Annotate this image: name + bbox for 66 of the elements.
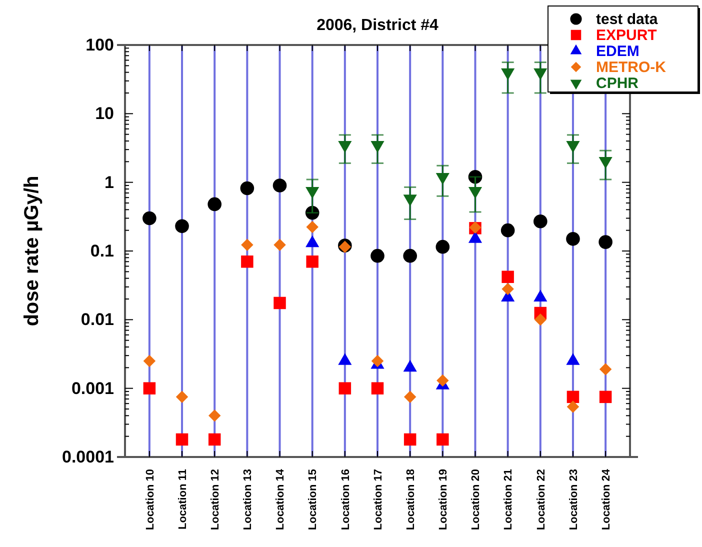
- point: [566, 400, 580, 413]
- point: [370, 248, 384, 263]
- point: [176, 390, 188, 404]
- legend-label: EXPURT: [596, 27, 657, 44]
- point: [566, 232, 580, 246]
- legend-label: EDEM: [596, 43, 640, 60]
- point: [274, 238, 286, 251]
- x-tick-label: Location 23: [568, 469, 580, 530]
- point: [502, 282, 514, 296]
- x-tick-label: Location 12: [209, 469, 222, 530]
- point: [533, 214, 548, 228]
- x-tick-label: Location 13: [242, 469, 254, 530]
- y-tick-label: 1: [104, 172, 114, 192]
- point: [598, 235, 612, 249]
- x-tick-label: Location 14: [274, 468, 287, 530]
- x-tick-label: Location 16: [340, 469, 352, 530]
- y-tick-label: 10: [95, 104, 114, 124]
- point: [404, 390, 416, 404]
- point: [599, 390, 612, 404]
- point: [208, 197, 222, 212]
- point: [306, 220, 318, 234]
- point: [208, 410, 221, 422]
- point: [306, 256, 318, 268]
- point: [208, 433, 221, 446]
- y-tick-label: 0.1: [90, 241, 114, 260]
- y-tick-label: 0.01: [80, 310, 114, 330]
- x-tick-label: Location 11: [176, 469, 189, 530]
- point: [436, 374, 449, 387]
- point: [599, 363, 612, 376]
- point: [241, 238, 254, 251]
- point: [142, 211, 156, 226]
- point: [272, 178, 287, 192]
- point: [143, 382, 156, 394]
- point: [175, 219, 189, 234]
- x-tick-label: Location 15: [307, 469, 320, 530]
- point: [534, 314, 547, 326]
- point: [371, 382, 384, 394]
- point: [338, 382, 352, 394]
- x-tick-label: Location 24: [600, 468, 612, 530]
- x-tick-label: Location 17: [372, 469, 384, 530]
- x-tick-label: Location 19: [438, 469, 450, 530]
- point: [500, 223, 515, 238]
- y-tick-label: 100: [86, 35, 114, 54]
- point: [143, 354, 156, 368]
- legend-label: test data: [596, 11, 658, 28]
- point: [404, 433, 416, 446]
- point: [436, 240, 450, 254]
- point: [241, 256, 254, 268]
- point: [502, 270, 514, 283]
- legend-label: CPHR: [596, 75, 639, 92]
- x-tick-label: Location 22: [535, 469, 548, 530]
- legend-label: METRO-K: [596, 59, 666, 76]
- chart-title: 2006, District #4: [316, 17, 439, 34]
- y-tick-label: 0.0001: [62, 447, 114, 466]
- x-tick-label: Location 20: [470, 469, 482, 530]
- point: [436, 433, 449, 446]
- point: [240, 181, 254, 196]
- y-axis-title: dose rate µGy/h: [21, 176, 43, 326]
- x-tick-label: Location 10: [144, 469, 156, 530]
- point: [274, 296, 286, 310]
- point: [176, 433, 188, 446]
- point: [566, 390, 580, 404]
- point: [403, 248, 417, 263]
- y-tick-label: 0.001: [71, 378, 114, 398]
- x-tick-label: Location 21: [502, 469, 515, 530]
- x-tick-label: Location 18: [404, 469, 417, 530]
